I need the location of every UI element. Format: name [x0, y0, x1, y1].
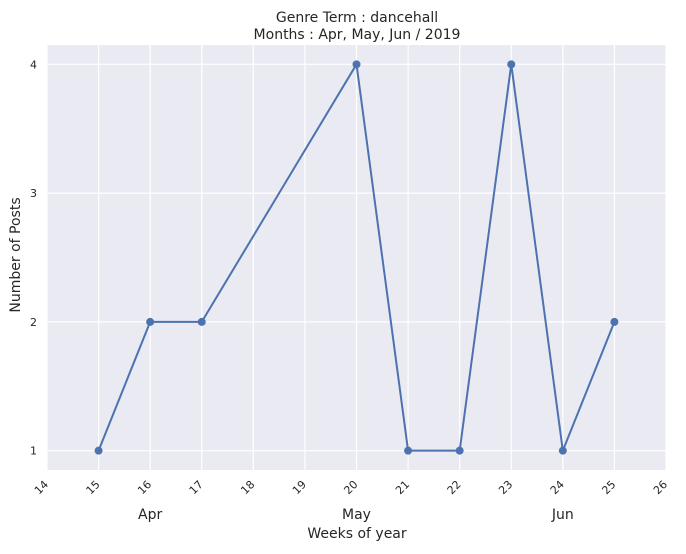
x-tick-label: 17 [187, 478, 206, 497]
data-point [558, 446, 567, 455]
x-tick-label: 15 [84, 478, 103, 497]
x-tick-label: 24 [548, 478, 567, 497]
data-point [455, 446, 464, 455]
y-tick-label: 2 [30, 316, 37, 329]
data-point [352, 60, 361, 69]
grid-lines [46, 45, 667, 470]
chart-title: Genre Term : dancehall [276, 10, 438, 26]
chart-subtitle: Months : Apr, May, Jun / 2019 [254, 27, 461, 43]
month-label: Jun [551, 507, 574, 523]
data-point [146, 317, 155, 326]
x-tick-label: 26 [651, 478, 670, 497]
x-tick-label: 19 [290, 478, 309, 497]
x-axis-label: Weeks of year [307, 526, 407, 542]
data-point [610, 317, 619, 326]
x-tick-label: 21 [393, 478, 412, 497]
month-label: Apr [138, 507, 162, 523]
month-labels: Apr May Jun [138, 507, 574, 523]
x-tick-label: 22 [445, 478, 464, 497]
x-tick-label: 18 [238, 478, 257, 497]
x-tick-label: 23 [496, 478, 515, 497]
series-layer [94, 60, 619, 455]
y-axis-label: Number of Posts [8, 197, 24, 312]
x-tick-label: 14 [32, 478, 51, 497]
y-tick-label: 1 [30, 445, 37, 458]
data-point [404, 446, 413, 455]
y-tick-label: 3 [30, 187, 37, 200]
x-tick-label: 16 [135, 478, 154, 497]
x-tick-label: 20 [341, 478, 360, 497]
x-tick-label: 25 [599, 478, 618, 497]
month-label: May [342, 507, 371, 523]
data-point [507, 60, 516, 69]
y-tick-label: 4 [30, 58, 37, 71]
data-point [94, 446, 103, 455]
data-point [197, 317, 206, 326]
